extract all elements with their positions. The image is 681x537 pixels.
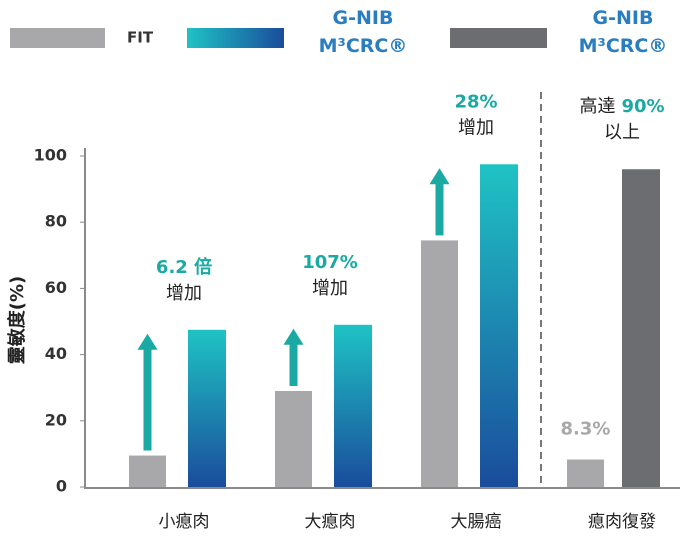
y-tick-label: 80 — [45, 212, 67, 231]
annotation-highlight: 28% — [454, 91, 497, 112]
legend-label: G-NIB M³CRC® — [578, 7, 668, 57]
annotation: 6.2 倍 — [156, 256, 212, 278]
legend-label: FIT — [127, 29, 154, 47]
legend-swatch — [10, 28, 105, 48]
bar — [188, 329, 226, 487]
legend-swatch — [187, 28, 284, 48]
y-tick-label: 20 — [45, 410, 67, 429]
x-tick-label: 瘜肉復發 — [588, 512, 656, 532]
annotation: 107% — [302, 252, 358, 273]
value-label: 8.3% — [561, 419, 611, 440]
x-tick-label: 大瘜肉 — [305, 512, 356, 532]
y-axis-title: 靈敏度(%) — [6, 276, 28, 365]
legend-swatch — [450, 28, 547, 48]
bar — [421, 240, 458, 487]
x-tick-label: 小瘜肉 — [159, 512, 210, 532]
annotation: 高達 90% — [579, 96, 664, 117]
annotation-text: 增加 — [166, 283, 202, 304]
bar — [275, 391, 312, 487]
legend-label: G-NIB M³CRC® — [318, 7, 408, 57]
y-tick-label: 60 — [45, 278, 67, 297]
bar — [334, 324, 372, 487]
bar — [480, 164, 518, 487]
annotation-prefix: 高達 — [579, 96, 615, 117]
y-tick-label: 100 — [34, 146, 67, 165]
bar — [622, 169, 660, 488]
annotation: 28% — [454, 91, 497, 112]
arrow-head — [283, 328, 304, 345]
arrow-head — [429, 168, 450, 185]
annotation-highlight: 90% — [621, 96, 664, 117]
y-tick-label: 40 — [45, 344, 67, 363]
annotation-highlight: 107% — [302, 252, 358, 273]
bar — [567, 459, 604, 487]
arrow-head — [137, 333, 158, 350]
annotation-text: 增加 — [458, 117, 494, 138]
annotation-highlight: 6.2 倍 — [156, 256, 212, 278]
annotation-text: 增加 — [312, 278, 348, 299]
annotation-text: 以上 — [604, 122, 640, 143]
bar — [129, 455, 166, 487]
y-tick-label: 0 — [56, 477, 67, 496]
x-tick-label: 大腸癌 — [451, 512, 502, 532]
